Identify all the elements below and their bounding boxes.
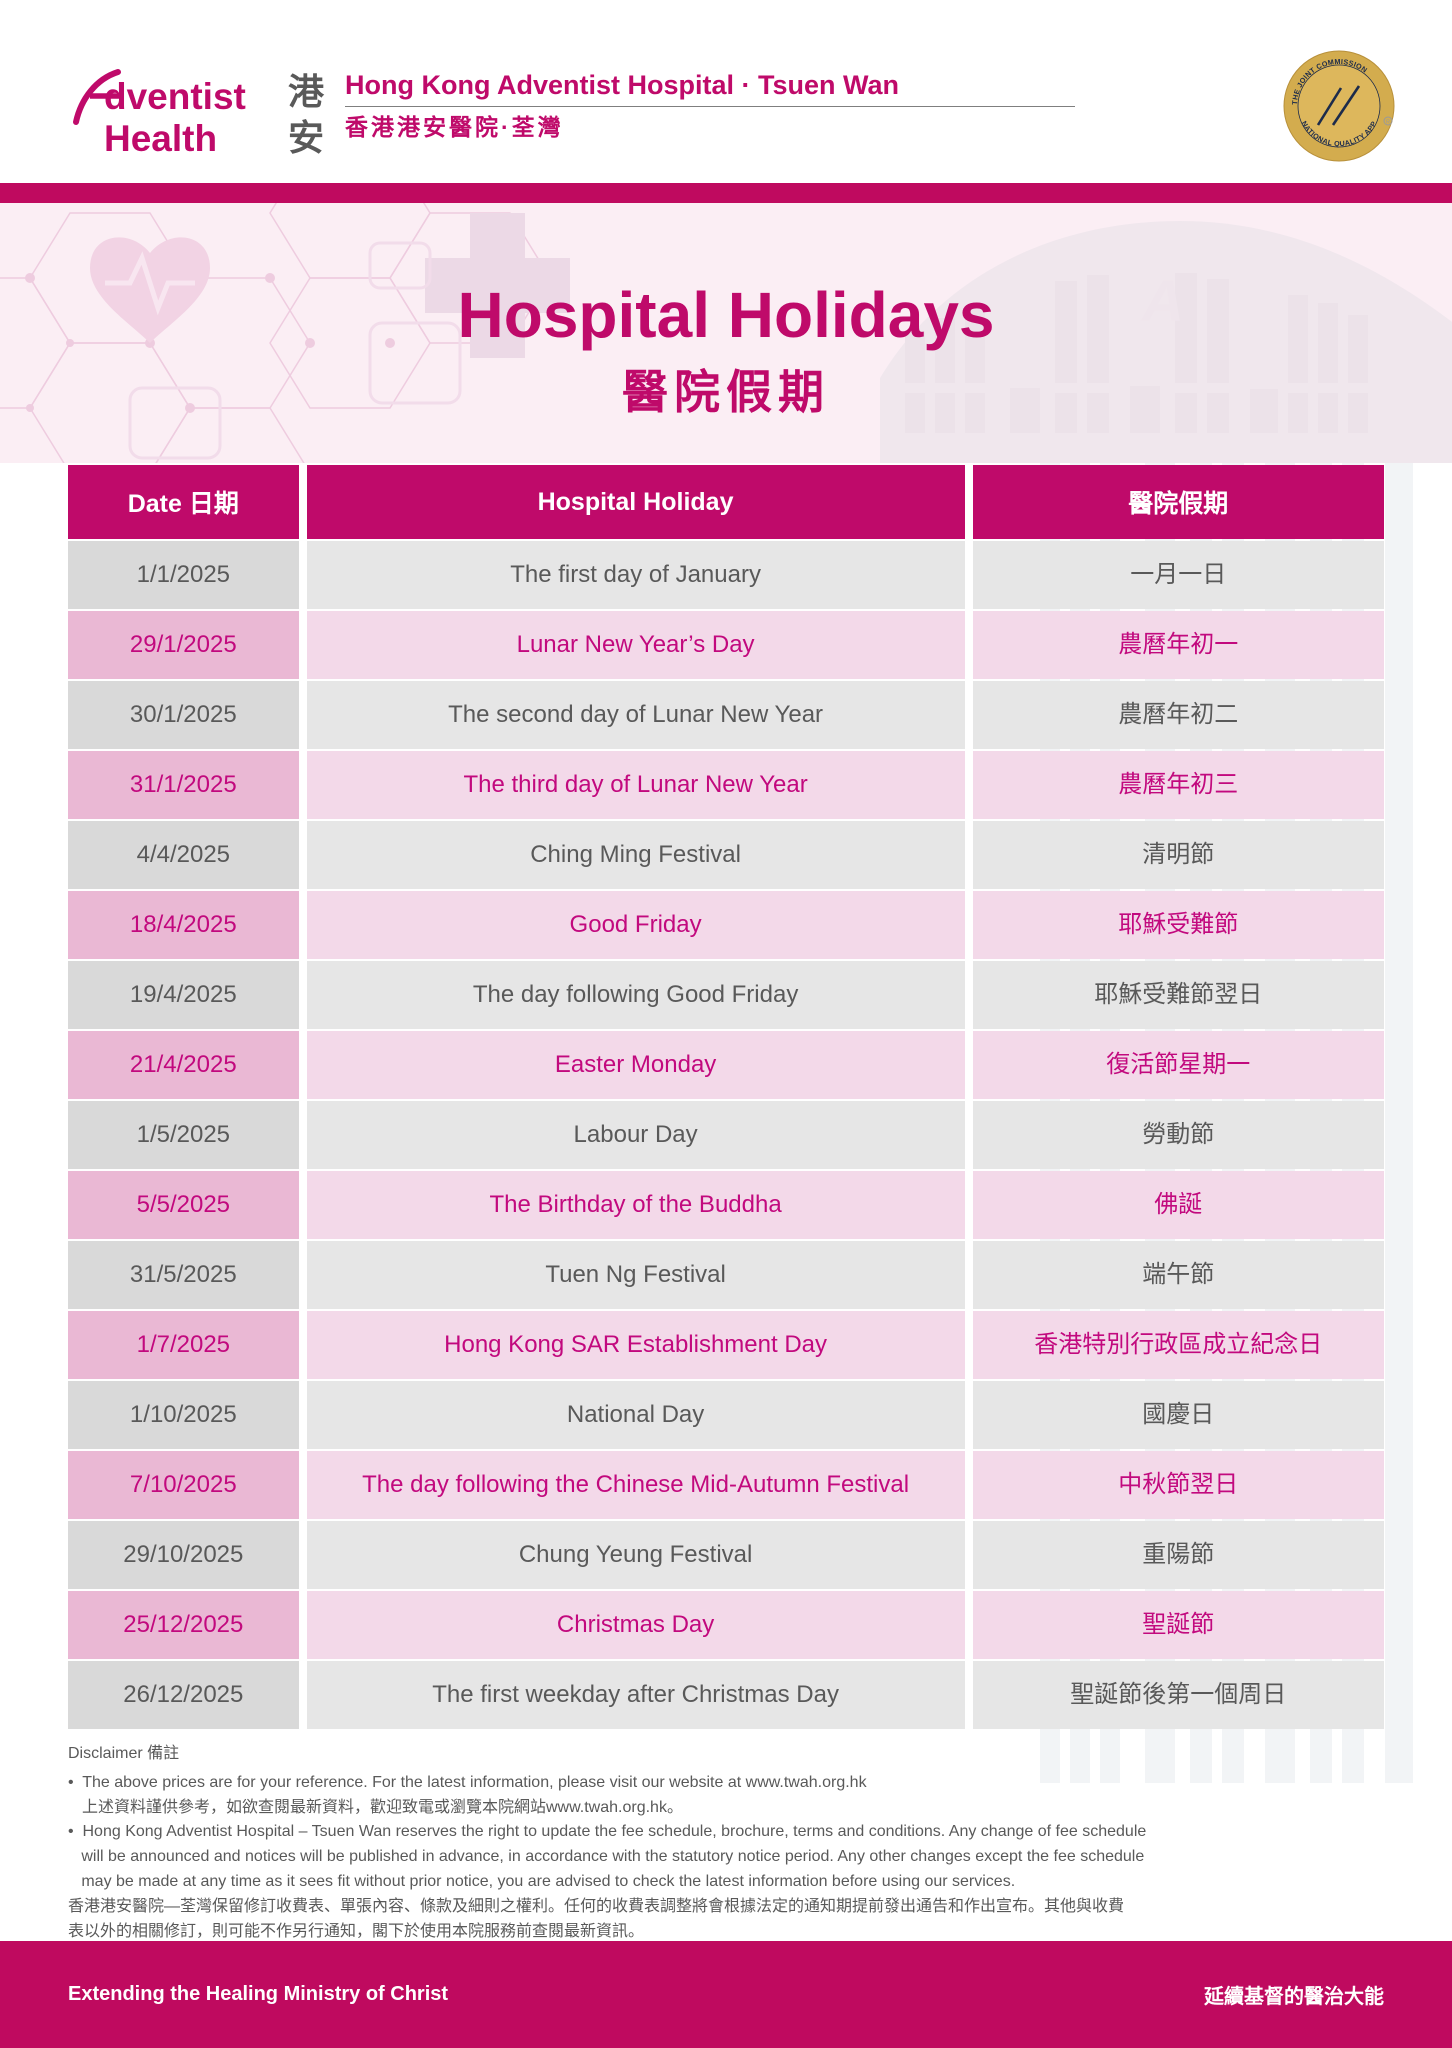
svg-text:港: 港 bbox=[288, 71, 325, 112]
svg-text:dventist: dventist bbox=[104, 76, 246, 117]
svg-text:R: R bbox=[1386, 120, 1390, 126]
svg-text:Health: Health bbox=[104, 118, 217, 159]
svg-text:安: 安 bbox=[288, 117, 324, 158]
